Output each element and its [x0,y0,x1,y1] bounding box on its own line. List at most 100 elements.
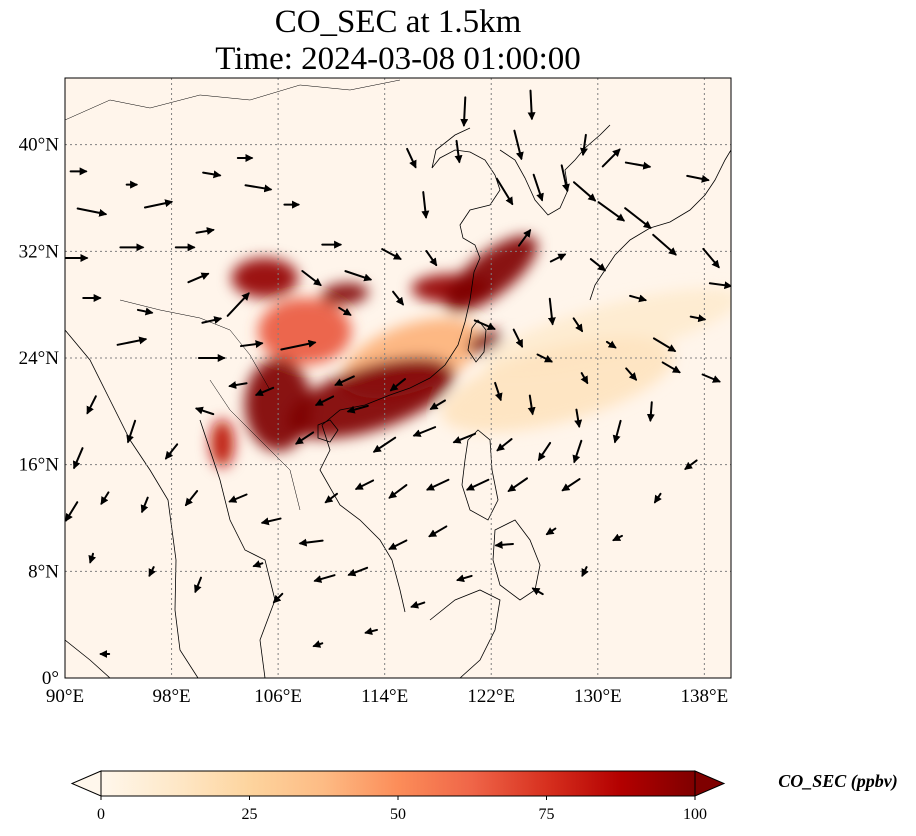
map-panel [65,78,731,678]
wind-arrow [280,339,317,351]
wind-arrow [406,147,417,169]
co-plume [231,258,299,298]
wind-arrow [354,479,375,490]
wind-arrow [324,492,338,504]
wind-arrow [244,184,273,193]
wind-arrow [494,381,503,402]
wind-arrow [653,492,662,504]
wind-arrow [100,491,110,505]
longitude-tick-label: 122°E [467,686,515,707]
wind-arrow [201,316,223,324]
coastline-hainan [317,419,339,443]
latitude-tick-label: 24°N [19,348,60,369]
wind-arrow [202,170,222,179]
wind-arrow [708,281,731,290]
wind-arrow [574,408,583,428]
wind-arrow [88,552,97,564]
coastline-borneo [429,589,501,678]
wind-arrow [652,337,677,352]
wind-arrow [686,174,710,183]
wind-arrow [494,540,514,549]
wind-arrow [338,306,352,316]
colorbar-tick-label: 25 [242,806,258,823]
wind-arrow [226,292,250,317]
wind-arrow [507,477,528,492]
wind-arrow [412,426,437,437]
wind-arrow [661,361,681,374]
co-plume [258,298,352,365]
wind-arrow [605,340,617,349]
wind-arrow [513,129,524,161]
wind-arrow [72,447,84,470]
wind-arrow [532,173,544,202]
wind-arrow [301,270,322,286]
longitude-tick-label: 130°E [574,686,622,707]
wind-arrow [86,395,97,415]
wind-arrow [334,375,355,386]
wind-arrow [313,574,336,583]
wind-arrow [364,627,378,636]
wind-arrow [625,367,638,381]
wind-arrow [228,381,248,389]
wind-arrow [536,353,553,363]
wind-arrow [572,439,583,464]
wind-arrow [527,394,536,416]
wind-arrow [228,493,248,503]
coastline-luzon [461,429,499,521]
wind-arrow [184,490,199,507]
coastline-sumatra [65,639,111,678]
wind-arrow [148,566,156,577]
graticule [65,78,731,678]
colorbar-ticks: 0 25 50 75 100 [97,796,707,823]
coastline-bay-of-bengal [65,329,199,678]
wind-arrow [460,96,469,127]
wind-arrow [239,340,264,349]
colorbar: 0 25 50 75 100 CO_SEC (ppbv) [70,770,898,823]
wind-arrow [312,640,324,648]
longitude-tick-label: 138°E [681,686,729,707]
wind-arrow [392,290,404,306]
wind-arrow [454,139,463,164]
wind-arrow [194,406,215,416]
longitude-tick-label: 90°E [46,686,84,707]
wind-arrow [549,253,567,263]
wind-arrow [580,372,589,385]
wind-arrow [140,496,149,514]
wind-arrow [537,441,552,462]
coastline-taiwan [467,319,487,363]
wind-arrow [65,501,79,522]
wind-arrow [572,181,597,202]
colorbar-extend-low [70,770,102,797]
wind-arrow [689,314,707,323]
wind-arrow [612,533,623,542]
latitude-axis: 0° 8°N 16°N 24°N 32°N 40°N [19,135,60,689]
co-plume [441,337,675,433]
longitude-tick-label: 114°E [361,686,408,707]
wind-arrow [452,432,477,444]
coastline-china [319,127,501,613]
wind-arrow [465,478,490,491]
wind-arrow [164,443,179,460]
wind-arrow [389,378,406,392]
coastline-indochina [199,419,276,678]
wind-arrow [456,574,473,583]
wind-arrow [76,207,108,217]
wind-arrow [314,395,335,406]
latitude-tick-label: 8°N [28,561,59,582]
map-frame [64,77,732,679]
colorbar-extend-high [694,770,726,797]
wind-arrow [116,336,148,346]
wind-arrow [425,250,438,267]
wind-arrow [429,399,446,410]
wind-arrow [126,419,137,444]
colorbar-tick-label: 0 [97,806,105,823]
wind-arrow [597,201,626,222]
wind-arrow [589,258,607,272]
wind-arrow [527,89,536,121]
wind-arrow [298,538,324,547]
wind-arrow [517,229,532,247]
wind-arrow [572,317,584,333]
wind-arrow [473,319,496,331]
wind-arrow [388,484,408,499]
wind-arrow [194,576,202,594]
